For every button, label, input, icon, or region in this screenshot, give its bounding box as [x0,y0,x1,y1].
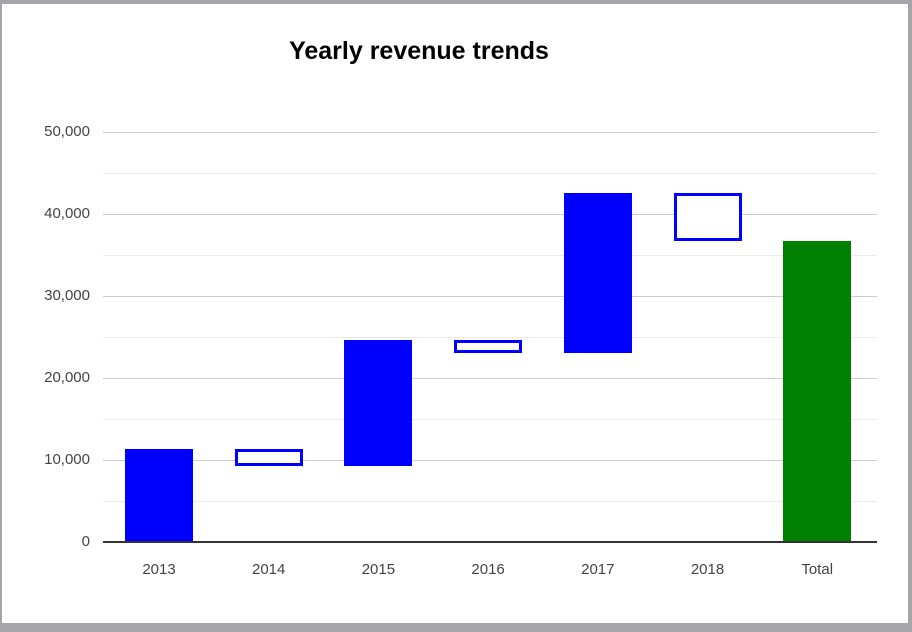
major-gridline [103,295,877,297]
bar-2018-decrease[interactable] [673,193,742,242]
y-tick-label: 30,000 [44,286,90,304]
minor-gridline [103,336,877,338]
x-tick-label-2016: 2016 [471,561,505,578]
minor-gridline [103,172,877,174]
major-gridline [103,459,877,461]
x-tick-label-2013: 2013 [142,561,176,578]
y-tick-label: 10,000 [44,450,90,468]
x-tick-label-2015: 2015 [361,561,396,578]
bar-2016-decrease[interactable] [454,339,523,353]
y-tick-label: 20,000 [44,368,90,386]
x-axis-baseline [103,540,877,543]
y-tick-label: 40,000 [44,204,90,222]
x-tick-label-2017: 2017 [581,561,615,578]
x-tick-label-total: Total [801,561,834,578]
bar-2015-increase[interactable] [344,339,413,467]
major-gridline [103,131,877,133]
bar-2017-increase[interactable] [563,193,632,353]
y-tick-label: 0 [81,532,90,550]
major-gridline [103,213,877,215]
minor-gridline [103,500,877,502]
minor-gridline [103,418,877,420]
chart-title: Yearly revenue trends [289,37,549,65]
bar-2014-decrease[interactable] [234,448,303,467]
x-tick-label-2014: 2014 [252,561,286,578]
major-gridline [103,377,877,379]
y-tick-label: 50,000 [44,122,90,140]
minor-gridline [103,254,877,256]
bar-2013-increase[interactable] [125,448,193,542]
bar-total-total[interactable] [783,241,852,542]
x-tick-label-2018: 2018 [690,561,725,578]
